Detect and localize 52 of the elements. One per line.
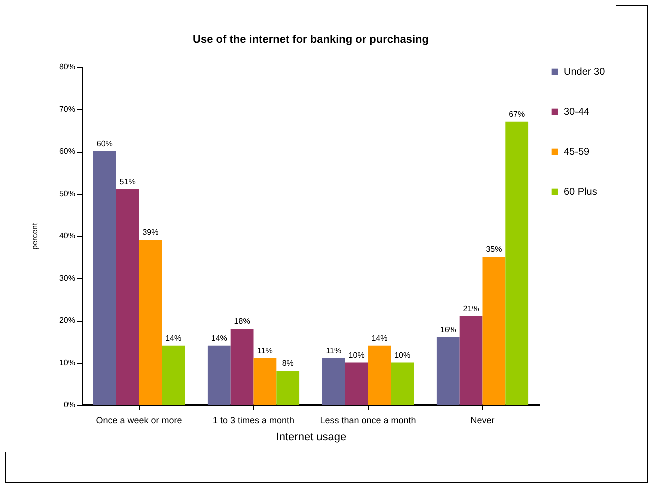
data-label: 14%	[372, 334, 388, 343]
bar	[230, 328, 254, 405]
data-label: 11%	[326, 346, 342, 356]
data-label: 10%	[394, 350, 411, 360]
y-tick-label: 30%	[59, 274, 76, 283]
data-label: 10%	[348, 350, 365, 360]
y-tick-label: 50%	[59, 189, 76, 198]
legend-label: 30-44	[564, 107, 590, 118]
data-label: 51%	[120, 178, 136, 187]
bar	[460, 316, 483, 405]
x-tick-label: Less than once a month	[320, 416, 416, 426]
data-label: 35%	[486, 245, 502, 254]
y-tick-label: 10%	[59, 358, 76, 368]
x-tick-label: Once a week or more	[96, 416, 182, 426]
bar	[162, 346, 186, 405]
legend-label: 45-59	[564, 147, 590, 158]
data-label: 21%	[463, 304, 480, 314]
bar	[368, 346, 392, 405]
bar	[254, 358, 277, 405]
x-tick-label: Never	[470, 416, 495, 426]
bar	[506, 122, 529, 405]
bar	[208, 346, 231, 405]
bar	[116, 190, 140, 405]
chart-title: Use of the internet for banking or purchasing	[193, 34, 429, 46]
y-tick-label: 70%	[59, 104, 76, 114]
bar	[345, 362, 368, 405]
data-label: 39%	[142, 228, 159, 238]
bar	[482, 257, 506, 405]
data-label: 8%	[282, 359, 294, 368]
x-tick-label: 1 to 3 times a month	[212, 416, 295, 426]
y-tick-label: 40%	[59, 232, 76, 240]
y-tick-label: 80%	[59, 62, 76, 72]
bar	[93, 152, 116, 405]
bar	[322, 358, 346, 405]
data-label: 67%	[509, 110, 526, 119]
data-label: 60%	[96, 140, 113, 148]
bar	[436, 337, 460, 405]
data-label: 14%	[211, 334, 228, 343]
bar	[391, 362, 414, 405]
data-label: 16%	[440, 325, 456, 334]
data-label: 14%	[166, 334, 182, 343]
bar	[139, 240, 162, 405]
y-tick-label: 60%	[59, 147, 76, 156]
data-label: 18%	[234, 316, 250, 326]
y-tick-label: 0%	[64, 400, 76, 410]
legend-label: 60 Plus	[564, 187, 598, 198]
data-label: 11%	[257, 346, 273, 356]
bar	[276, 371, 300, 405]
x-axis-title: Internet usage	[276, 432, 347, 444]
y-axis-title: percent	[30, 222, 40, 250]
y-tick-label: 20%	[59, 316, 76, 325]
legend-label: Under 30	[564, 67, 606, 78]
